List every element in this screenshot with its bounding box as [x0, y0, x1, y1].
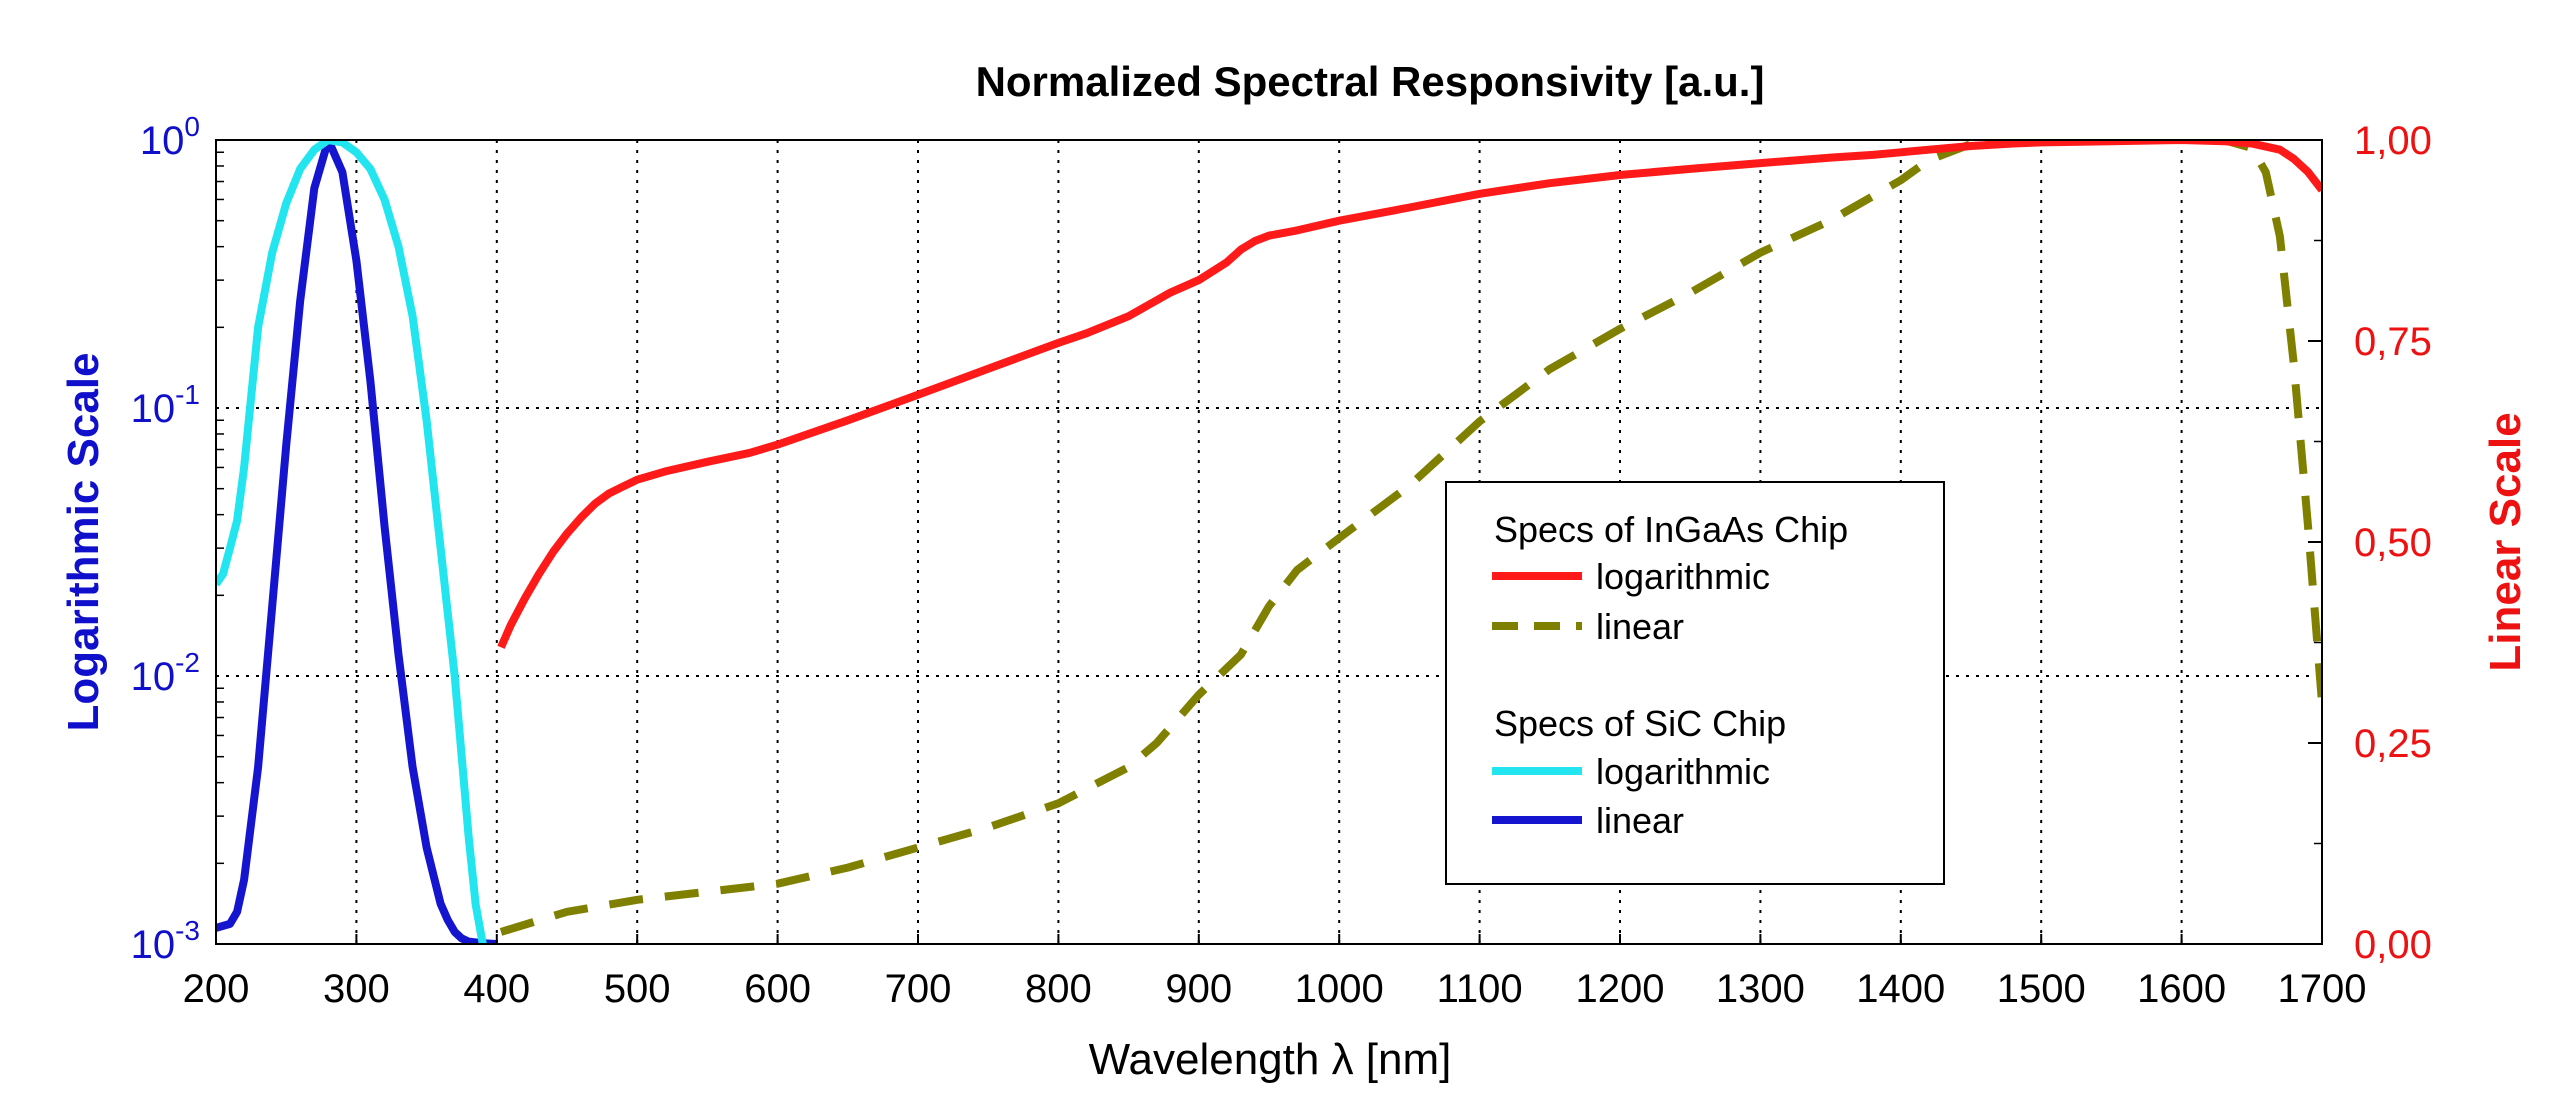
x-tick-label-800: 800 [1025, 967, 1092, 1011]
axis-ticks: 200 300 400 500 600 700 800 900 1000 1100 1200 1300… [131, 111, 2432, 1011]
y-left-tick-label-1e-1: 10-1 [131, 379, 200, 431]
chart-title: Normalized Spectral Responsivity [a.u.] [976, 58, 1765, 105]
x-tick-label-400: 400 [463, 967, 530, 1011]
legend-label-ingaas-linear: linear [1596, 606, 1684, 647]
x-tick-label-1500: 1500 [1997, 967, 2086, 1011]
legend-label-sic-logarithmic: logarithmic [1596, 751, 1770, 792]
x-tick-label-700: 700 [885, 967, 952, 1011]
legend-group-sic-title: Specs of SiC Chip [1494, 703, 1786, 744]
x-tick-label-1100: 1100 [1437, 967, 1523, 1011]
series-layer [216, 140, 2322, 944]
series-ingaas-logarithmic [497, 140, 2322, 649]
y-right-tick-label-1,00: 1,00 [2354, 119, 2432, 163]
y-left-tick-label-1e-2: 10-2 [131, 647, 200, 699]
x-tick-label-300: 300 [323, 967, 390, 1011]
legend-label-sic-linear: linear [1596, 800, 1684, 841]
x-axis-label: Wavelength λ [nm] [1089, 1035, 1452, 1084]
x-tick-label-900: 900 [1165, 967, 1232, 1011]
series-sic-logarithmic [216, 140, 487, 944]
legend-group-ingaas-title: Specs of InGaAs Chip [1494, 509, 1848, 550]
legend: Specs of InGaAs Chip logarithmic linear … [1445, 481, 1945, 885]
x-tick-label-1000: 1000 [1295, 967, 1384, 1011]
x-tick-label-1200: 1200 [1576, 967, 1665, 1011]
y-axis-right-label: Linear Scale [2481, 412, 2530, 671]
x-tick-label-200: 200 [183, 967, 250, 1011]
x-tick-label-1700: 1700 [2278, 967, 2367, 1011]
x-tick-label-1300: 1300 [1716, 967, 1805, 1011]
y-left-tick-label-1e-3: 10-3 [131, 915, 200, 967]
y-right-tick-label-0,75: 0,75 [2354, 320, 2432, 364]
x-tick-label-1600: 1600 [2137, 967, 2226, 1011]
y-right-tick-label-0,00: 0,00 [2354, 923, 2432, 967]
x-tick-label-600: 600 [744, 967, 811, 1011]
legend-label-ingaas-logarithmic: logarithmic [1596, 556, 1770, 597]
series-sic-linear [216, 140, 498, 944]
y-left-tick-label-1e0: 100 [140, 111, 200, 163]
y-right-tick-label-0,25: 0,25 [2354, 722, 2432, 766]
x-tick-label-1400: 1400 [1856, 967, 1945, 1011]
y-right-tick-label-0,50: 0,50 [2354, 521, 2432, 565]
x-tick-label-500: 500 [604, 967, 671, 1011]
y-axis-left-label: Logarithmic Scale [59, 352, 108, 731]
